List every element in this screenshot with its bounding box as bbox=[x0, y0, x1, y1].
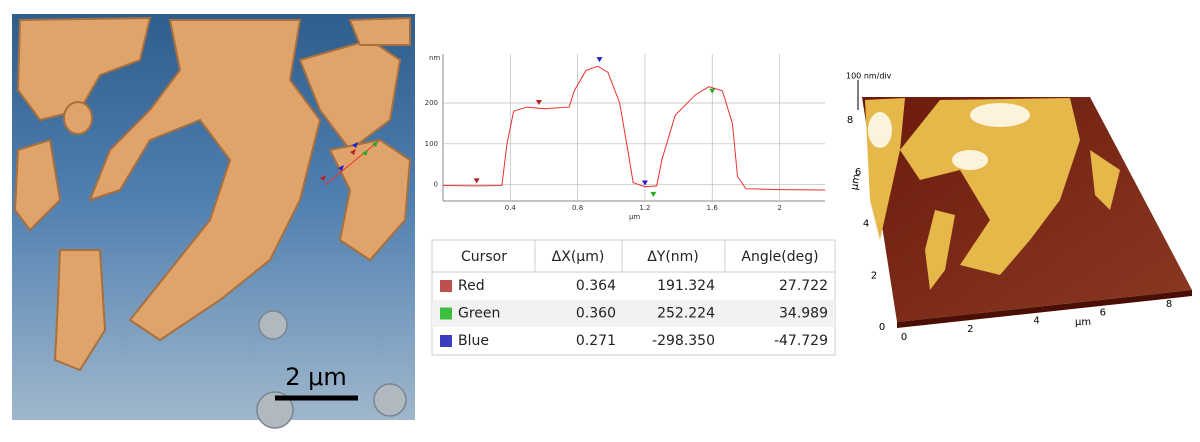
table-cell: Red bbox=[458, 278, 485, 294]
table-cell: 27.722 bbox=[779, 278, 828, 294]
cursor-marker bbox=[535, 100, 542, 105]
y-tick-label: 8 bbox=[847, 115, 853, 126]
afm-image: 2 μm bbox=[12, 14, 415, 429]
x-tick-label: 6 bbox=[1100, 307, 1106, 318]
table-cell: 252.224 bbox=[657, 306, 715, 322]
color-swatch bbox=[440, 280, 452, 292]
cursor-marker bbox=[473, 178, 480, 184]
y-tick-label: 0 bbox=[879, 322, 885, 333]
x-tick-label: 1.2 bbox=[639, 204, 650, 212]
table-header: Angle(deg) bbox=[741, 249, 818, 265]
table-cell: 0.271 bbox=[576, 333, 616, 349]
table-cell: -47.729 bbox=[774, 333, 828, 349]
y-tick-label: 6 bbox=[855, 167, 861, 178]
table-header: ΔY(nm) bbox=[647, 249, 699, 265]
profile-chart: nm μm 0 100 200 0.4 0.8 1.2 1.6 2 bbox=[425, 54, 826, 221]
y-tick-label: 0 bbox=[434, 181, 438, 189]
z-scale-label: 100 nm/div bbox=[846, 72, 892, 81]
cursor-marker bbox=[650, 191, 657, 197]
table-cell: Blue bbox=[458, 333, 489, 349]
x-unit: μm bbox=[629, 213, 640, 221]
cursor-marker bbox=[709, 88, 716, 94]
scale-bar-label: 2 μm bbox=[285, 363, 347, 391]
y-unit: nm bbox=[429, 54, 440, 62]
x-tick-label: 8 bbox=[1166, 299, 1172, 310]
table-header: Cursor bbox=[461, 249, 507, 265]
cursor-marker bbox=[596, 57, 603, 63]
table-cell: -298.350 bbox=[652, 333, 715, 349]
x-tick-label: 4 bbox=[1033, 316, 1039, 327]
x-tick-label: 0 bbox=[901, 332, 907, 343]
table-cell: 191.324 bbox=[657, 278, 715, 294]
table-cell: Green bbox=[458, 306, 500, 322]
y-tick-label: 4 bbox=[863, 219, 869, 230]
x-tick-label: 2 bbox=[967, 324, 973, 335]
y-tick-label: 2 bbox=[871, 270, 877, 281]
y-axis-label: μm bbox=[849, 173, 863, 191]
x-tick-label: 0.8 bbox=[572, 204, 583, 212]
x-tick-label: 0.4 bbox=[505, 204, 517, 212]
color-swatch bbox=[440, 335, 452, 347]
table-cell: 34.989 bbox=[779, 306, 828, 322]
table-cell: 0.360 bbox=[576, 306, 616, 322]
surface-3d: 100 nm/div 0 2 4 6 8 0 2 4 6 8 μm μm bbox=[846, 72, 1192, 343]
y-tick-label: 200 bbox=[425, 99, 438, 107]
profile-line bbox=[442, 65, 826, 191]
table-cell: 0.364 bbox=[576, 278, 616, 294]
cursor-table: Cursor ΔX(μm) ΔY(nm) Angle(deg) Red 0.364 191.… bbox=[431, 239, 836, 356]
y-tick-label: 100 bbox=[425, 140, 438, 148]
x-tick-label: 1.6 bbox=[707, 204, 719, 212]
table-header: ΔX(μm) bbox=[552, 249, 605, 265]
x-tick-label: 2 bbox=[777, 204, 781, 212]
cursor-marker bbox=[641, 180, 648, 186]
x-axis-label: μm bbox=[1075, 317, 1091, 328]
color-swatch bbox=[440, 307, 452, 320]
